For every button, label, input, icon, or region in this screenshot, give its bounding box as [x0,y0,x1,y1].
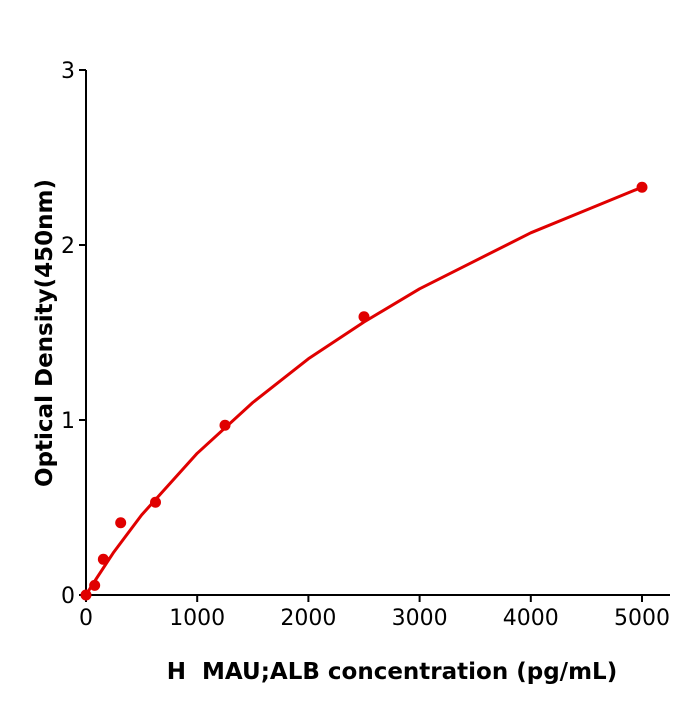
data-points-group [80,181,648,601]
x-tick-label: 2000 [280,606,336,631]
y-tick-label: 2 [61,234,75,259]
data-point [89,579,101,591]
fitted-curve-group [84,185,643,596]
x-axis-label: H MAU;ALB concentration (pg/mL) [167,659,617,685]
x-tick-label: 0 [79,606,93,631]
data-point [358,311,370,323]
data-point [150,496,161,508]
data-point [115,517,127,529]
axes: 0 1000 2000 3000 4000 5000 0 1 2 3 [61,59,670,631]
data-point [97,553,109,565]
y-tick-label: 1 [61,409,75,434]
x-tick-label: 1000 [169,606,225,631]
y-tick-label: 3 [61,59,75,84]
x-tick-label: 3000 [392,606,448,631]
data-point [219,419,231,431]
x-tick-label: 5000 [614,606,670,631]
fitted-curve-line [84,185,643,596]
x-tick-label: 4000 [503,606,559,631]
y-axis-label: Optical Density(450nm) [32,179,58,487]
data-point [80,589,92,601]
data-point [636,181,648,193]
y-tick-label: 0 [61,584,75,609]
